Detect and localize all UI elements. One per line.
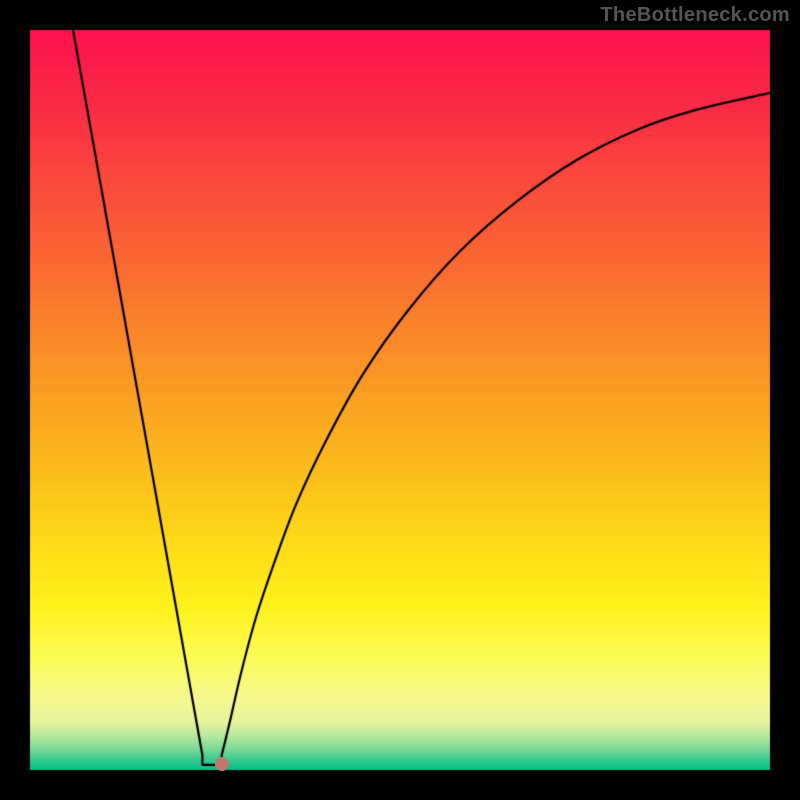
chart-canvas	[0, 0, 800, 800]
minimum-marker	[215, 757, 229, 771]
chart-stage: TheBottleneck.com	[0, 0, 800, 800]
watermark-text: TheBottleneck.com	[600, 4, 790, 27]
